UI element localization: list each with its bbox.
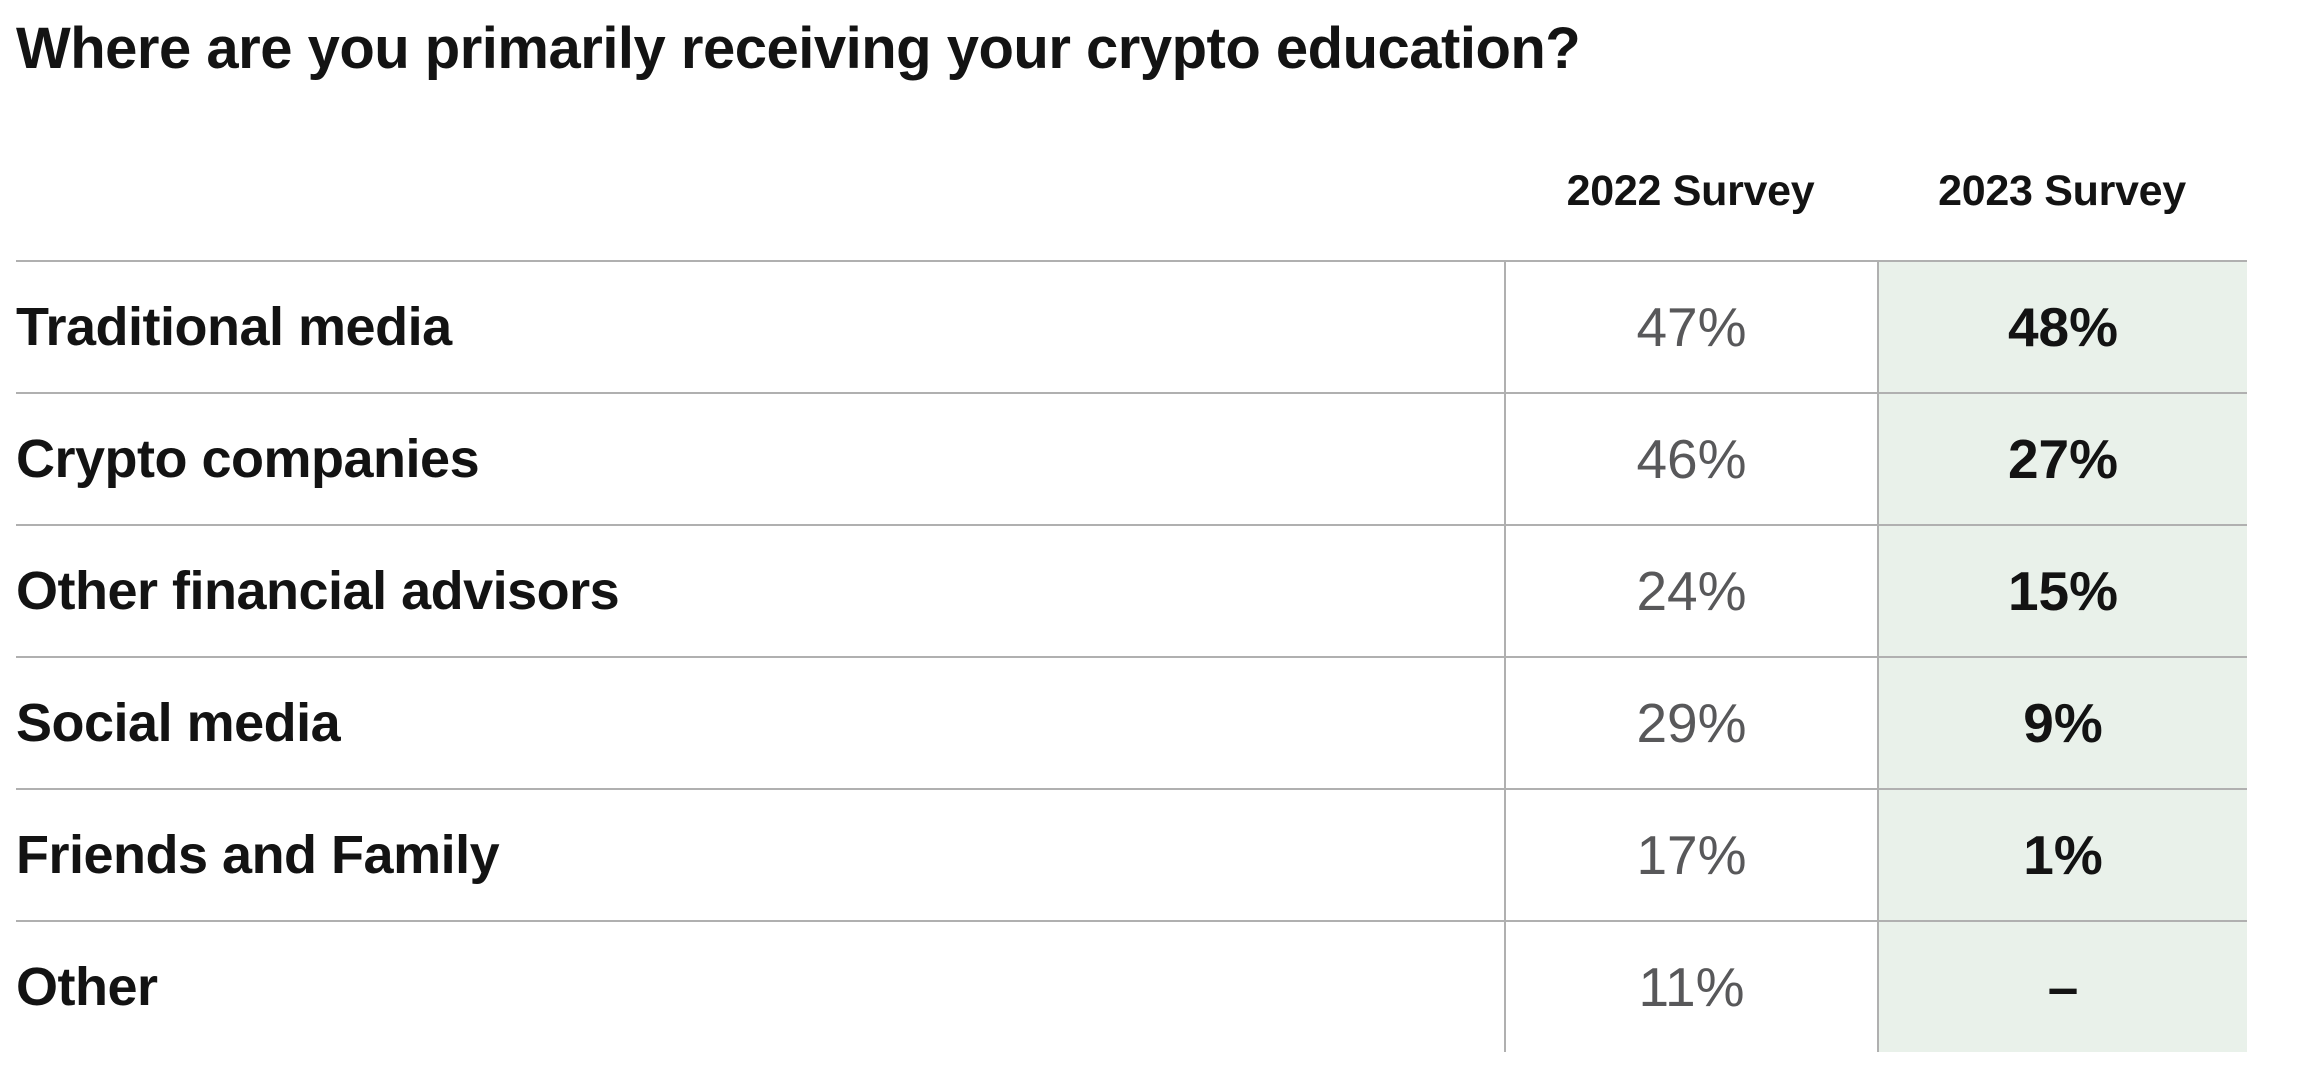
value-2022: 24%: [1504, 525, 1877, 656]
value-2023: 27%: [1877, 393, 2247, 524]
value-2022: 29%: [1504, 657, 1877, 788]
row-label: Other financial advisors: [16, 560, 620, 621]
header-spacer: [16, 216, 1504, 260]
value-2023: 15%: [1877, 525, 2247, 656]
row-label: Traditional media: [16, 296, 452, 357]
value-2023: 9%: [1877, 657, 2247, 788]
value-2022: 17%: [1504, 789, 1877, 920]
row-label: Other: [16, 956, 158, 1017]
table-row: Social media 29% 9%: [16, 655, 2247, 788]
column-header-2023: 2023 Survey: [1938, 166, 2186, 215]
value-2022: 11%: [1504, 921, 1877, 1052]
table-row: Other 11% –: [16, 919, 2247, 1052]
value-2022: 46%: [1504, 393, 1877, 524]
value-2023: 1%: [1877, 789, 2247, 920]
table-header-row: 2022 Survey 2023 Survey: [16, 84, 2247, 260]
value-2023: –: [1877, 921, 2247, 1052]
value-2022: 47%: [1504, 261, 1877, 392]
value-2023: 48%: [1877, 261, 2247, 392]
page-title: Where are you primarily receiving your c…: [16, 16, 1581, 81]
survey-table: 2022 Survey 2023 Survey Traditional medi…: [16, 84, 2247, 1052]
table-row: Crypto companies 46% 27%: [16, 391, 2247, 524]
table-row: Other financial advisors 24% 15%: [16, 523, 2247, 656]
row-label: Friends and Family: [16, 824, 500, 885]
row-label: Crypto companies: [16, 428, 480, 489]
table-row: Traditional media 47% 48%: [16, 259, 2247, 392]
table-row: Friends and Family 17% 1%: [16, 787, 2247, 920]
row-label: Social media: [16, 692, 341, 753]
column-header-2022: 2022 Survey: [1566, 166, 1815, 215]
